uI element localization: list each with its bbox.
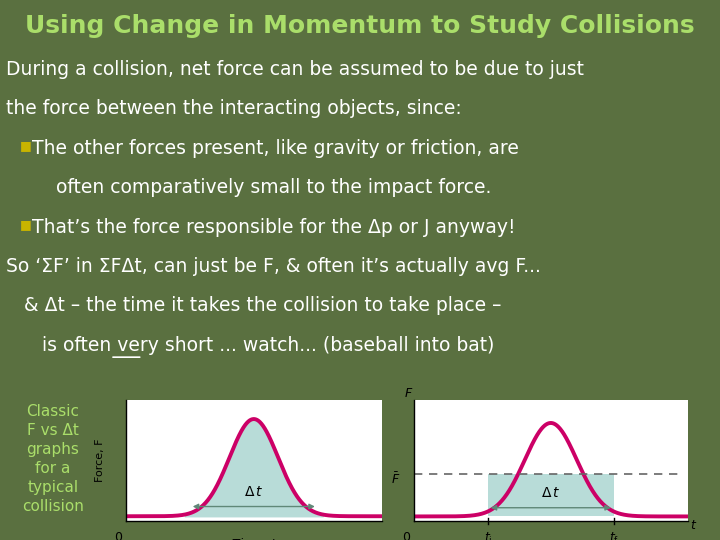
Text: for a: for a [35, 461, 71, 476]
Text: & Δt – the time it takes the collision to take place –: & Δt – the time it takes the collision t… [6, 296, 501, 315]
Text: 0: 0 [402, 531, 410, 540]
Text: F: F [405, 387, 412, 400]
Text: The other forces present, like gravity or friction, are: The other forces present, like gravity o… [32, 139, 519, 158]
Text: Classic: Classic [27, 404, 79, 420]
Text: Force, F: Force, F [96, 438, 105, 482]
Text: Time, t: Time, t [232, 538, 276, 540]
Text: ■: ■ [19, 218, 31, 231]
Text: That’s the force responsible for the Δp or J anyway!: That’s the force responsible for the Δp … [32, 218, 516, 237]
Bar [488, 474, 613, 516]
Text: graphs: graphs [27, 442, 79, 457]
Text: $\bar{F}$: $\bar{F}$ [391, 471, 400, 487]
Text: typical: typical [27, 480, 78, 495]
Text: the force between the interacting objects, since:: the force between the interacting object… [6, 99, 462, 118]
Text: often comparatively small to the impact force.: often comparatively small to the impact … [32, 178, 492, 197]
Text: F vs Δt: F vs Δt [27, 423, 79, 438]
Text: 0: 0 [114, 531, 122, 540]
Text: $\Delta\,t$: $\Delta\,t$ [541, 487, 561, 501]
Text: $\Delta\,t$: $\Delta\,t$ [244, 485, 264, 499]
Text: $t_{\rm i}$: $t_{\rm i}$ [484, 531, 492, 540]
Text: ■: ■ [19, 139, 31, 152]
Text: $t_{\rm f}$: $t_{\rm f}$ [608, 531, 619, 540]
Text: During a collision, net force can be assumed to be due to just: During a collision, net force can be ass… [6, 60, 584, 79]
Text: t: t [690, 519, 696, 532]
Text: is often very short ... watch... (baseball into bat): is often very short ... watch... (baseba… [6, 336, 494, 355]
Text: Using Change in Momentum to Study Collisions: Using Change in Momentum to Study Collis… [25, 14, 695, 38]
Text: So ‘ΣF’ in ΣFΔt, can just be F, & often it’s actually avg F...: So ‘ΣF’ in ΣFΔt, can just be F, & often … [6, 257, 541, 276]
Text: collision: collision [22, 498, 84, 514]
